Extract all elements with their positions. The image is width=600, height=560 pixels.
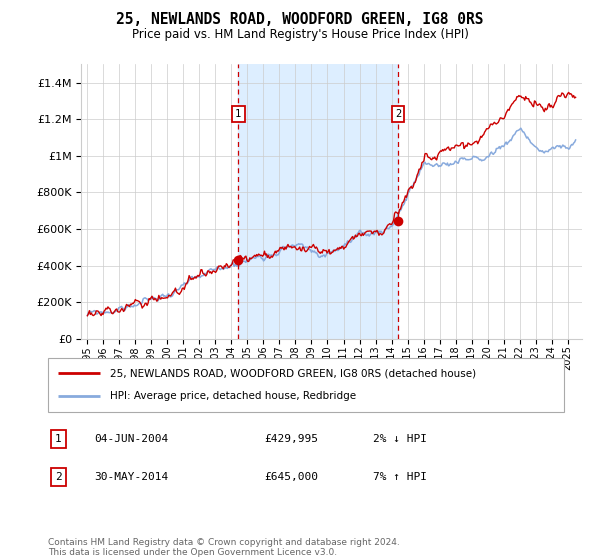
Text: 25, NEWLANDS ROAD, WOODFORD GREEN, IG8 0RS: 25, NEWLANDS ROAD, WOODFORD GREEN, IG8 0… [116,12,484,27]
Text: 1: 1 [55,434,62,444]
Text: 04-JUN-2004: 04-JUN-2004 [94,434,169,444]
Text: 2: 2 [395,109,401,119]
Text: 7% ↑ HPI: 7% ↑ HPI [373,472,427,482]
Text: Price paid vs. HM Land Registry's House Price Index (HPI): Price paid vs. HM Land Registry's House … [131,28,469,41]
Text: HPI: Average price, detached house, Redbridge: HPI: Average price, detached house, Redb… [110,391,356,400]
Text: 2% ↓ HPI: 2% ↓ HPI [373,434,427,444]
Text: £645,000: £645,000 [265,472,319,482]
Text: Contains HM Land Registry data © Crown copyright and database right 2024.
This d: Contains HM Land Registry data © Crown c… [48,538,400,557]
Text: 30-MAY-2014: 30-MAY-2014 [94,472,169,482]
Text: 2: 2 [55,472,62,482]
Text: 25, NEWLANDS ROAD, WOODFORD GREEN, IG8 0RS (detached house): 25, NEWLANDS ROAD, WOODFORD GREEN, IG8 0… [110,368,476,379]
Text: £429,995: £429,995 [265,434,319,444]
Bar [238,64,398,339]
FancyBboxPatch shape [48,358,564,412]
Text: 1: 1 [235,109,241,119]
